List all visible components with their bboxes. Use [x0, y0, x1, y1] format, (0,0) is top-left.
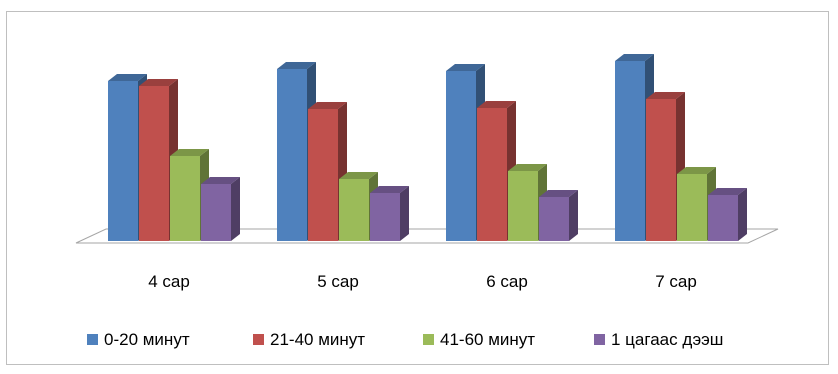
bar-front — [646, 99, 676, 241]
category-label: 4 сар — [148, 272, 190, 291]
bar-front — [170, 156, 200, 241]
bar-front — [446, 71, 476, 241]
bar-top — [677, 167, 716, 174]
category-labels: 4 сар 5 сар 6 сар 7 сар — [148, 272, 697, 291]
bar-side — [738, 188, 747, 241]
bar-side — [231, 177, 240, 241]
bar-front — [308, 109, 338, 241]
category-label: 6 сар — [486, 272, 528, 291]
category-label: 5 сар — [317, 272, 359, 291]
bar-front — [539, 197, 569, 241]
legend-swatch — [594, 334, 605, 345]
bar-front — [139, 86, 169, 241]
legend-label: 41-60 минут — [440, 330, 535, 349]
chart-floor — [75, 228, 779, 244]
bar-front — [277, 69, 307, 241]
bar-front — [201, 184, 231, 241]
legend: 0-20 минут 21-40 минут 41-60 минут 1 цагаас… — [87, 330, 723, 349]
legend-item: 21-40 минут — [253, 330, 365, 349]
bar — [370, 186, 409, 241]
bar-top — [108, 74, 147, 81]
bar-front — [615, 61, 645, 241]
bar-front — [708, 195, 738, 241]
legend-swatch — [253, 334, 264, 345]
bar-top — [646, 92, 685, 99]
bar-top — [508, 164, 547, 171]
bar — [539, 190, 578, 241]
bars-group — [108, 54, 747, 241]
bar-front — [108, 81, 138, 241]
bar-top — [277, 62, 316, 69]
legend-label: 21-40 минут — [270, 330, 365, 349]
bar-top — [539, 190, 578, 197]
legend-swatch — [423, 334, 434, 345]
legend-item: 1 цагаас дээш — [594, 330, 723, 349]
bar — [308, 102, 347, 241]
bar-top — [308, 102, 347, 109]
bar-front — [370, 193, 400, 241]
bar-front — [677, 174, 707, 241]
bar-top — [446, 64, 485, 71]
bar-top — [615, 54, 654, 61]
legend-item: 41-60 минут — [423, 330, 535, 349]
legend-item: 0-20 минут — [87, 330, 190, 349]
bar-side — [569, 190, 578, 241]
bar-top — [201, 177, 240, 184]
category-label: 7 сар — [655, 272, 697, 291]
legend-label: 1 цагаас дээш — [611, 330, 723, 349]
bar-top — [139, 79, 178, 86]
bar-top — [708, 188, 747, 195]
bar-front — [339, 179, 369, 241]
bar-top — [170, 149, 209, 156]
bar — [201, 177, 240, 241]
bar-front — [477, 108, 507, 241]
legend-swatch — [87, 334, 98, 345]
legend-label: 0-20 минут — [104, 330, 190, 349]
bar-top — [370, 186, 409, 193]
bar — [708, 188, 747, 241]
bar-top — [477, 101, 516, 108]
bar-side — [400, 186, 409, 241]
bar-front — [508, 171, 538, 241]
bar-top — [339, 172, 378, 179]
